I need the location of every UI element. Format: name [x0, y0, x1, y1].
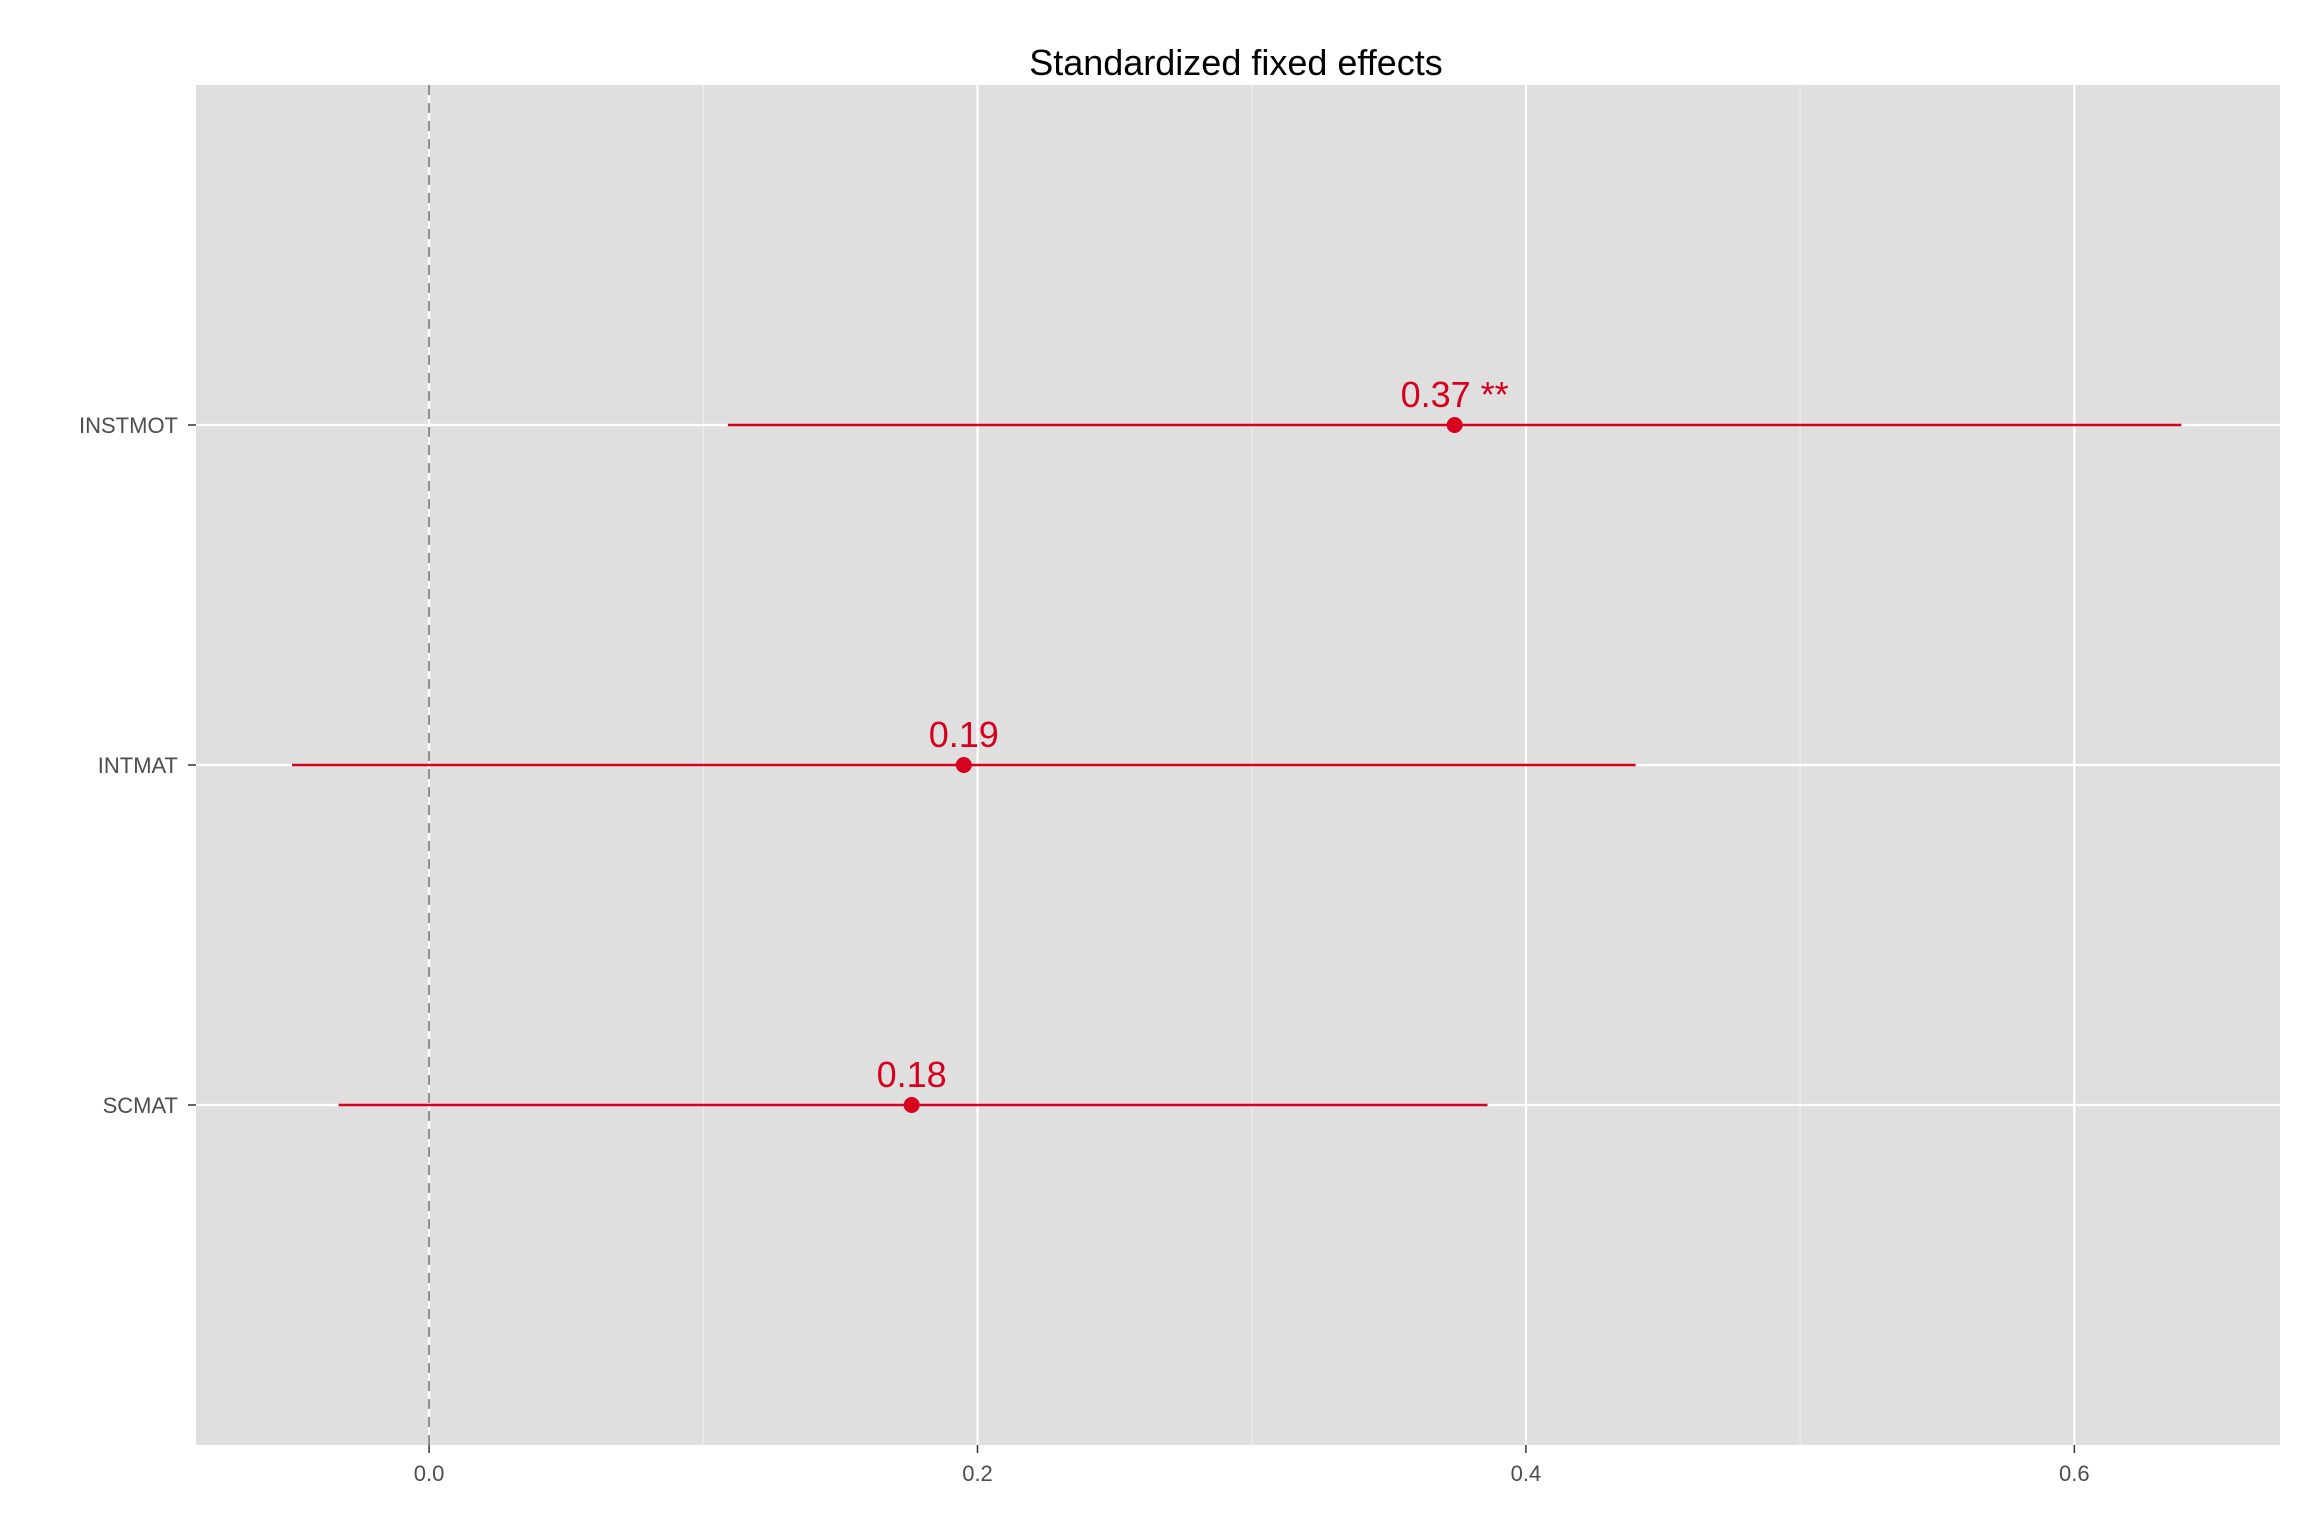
- data-label: 0.18: [877, 1054, 947, 1095]
- x-tick-label: 0.2: [962, 1461, 993, 1486]
- point-estimate: [1446, 417, 1463, 433]
- y-tick-label: SCMAT: [103, 1093, 178, 1118]
- data-label: 0.19: [929, 714, 999, 755]
- x-tick-label: 0.0: [414, 1461, 445, 1486]
- data-label: 0.37 **: [1401, 374, 1509, 415]
- axes: 0.0 0.2 0.4 0.6 INSTMOT INTMAT SCMAT: [79, 413, 2090, 1486]
- y-tick-label: INSTMOT: [79, 413, 178, 438]
- point-estimate: [955, 757, 972, 773]
- data-marks: 0.37 ** 0.19 0.18: [291, 85, 2182, 1445]
- y-tick-label: INTMAT: [98, 753, 178, 778]
- point-estimate: [903, 1097, 920, 1113]
- x-tick-label: 0.4: [1511, 1461, 1542, 1486]
- x-tick-label: 0.6: [2059, 1461, 2090, 1486]
- chart-title: Standardized fixed effects: [1029, 42, 1443, 83]
